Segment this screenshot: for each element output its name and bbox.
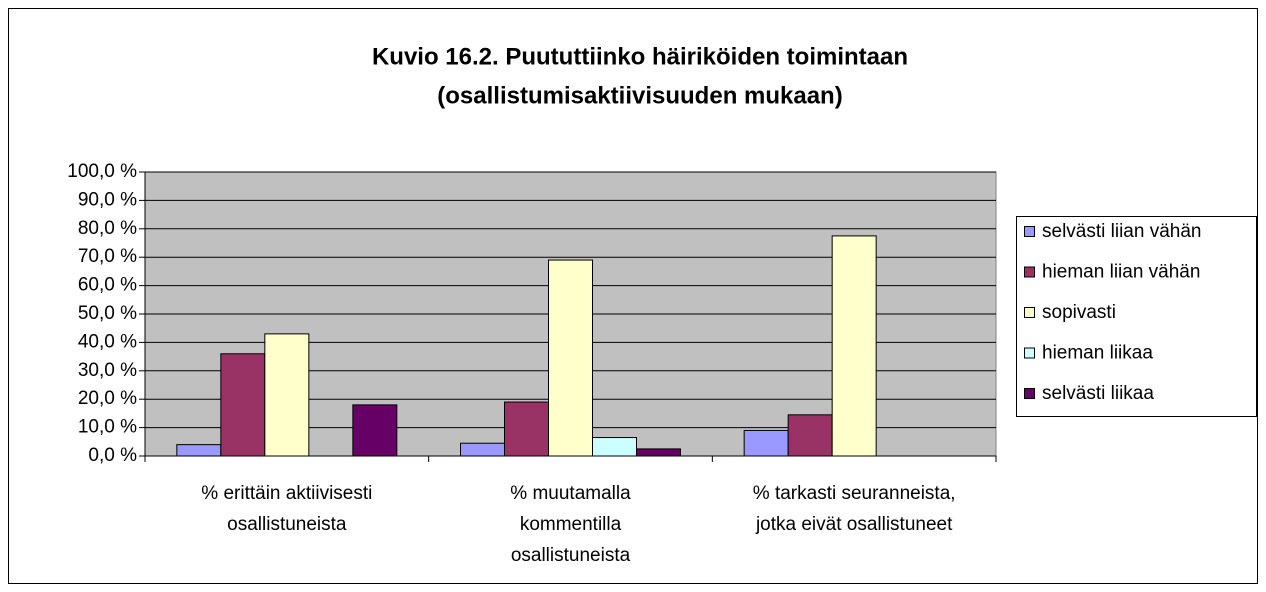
y-tick-label: 30,0 % (78, 360, 137, 381)
y-tick-label: 100,0 % (67, 161, 137, 182)
bar (636, 448, 681, 457)
bar (176, 444, 222, 457)
y-tick-label: 60,0 % (78, 275, 137, 296)
bar (220, 353, 266, 457)
legend-swatch (1024, 226, 1035, 237)
y-tick-label: 80,0 % (78, 218, 137, 239)
x-tick-label: osallistuneista (511, 545, 631, 566)
bar (787, 414, 833, 457)
legend-swatch (1024, 347, 1035, 359)
x-tick-label: osallistuneista (227, 514, 347, 535)
y-tick-label: 70,0 % (78, 246, 137, 267)
y-tick-label: 20,0 % (78, 388, 137, 409)
legend-label: hieman liian vähän (1042, 262, 1200, 283)
legend-swatch (1024, 307, 1035, 318)
x-tick-label: % tarkasti seuranneista, (753, 483, 956, 504)
bar (743, 429, 789, 457)
y-tick-label: 50,0 % (78, 303, 137, 324)
bar (460, 442, 505, 457)
x-tick-label: % muutamalla (510, 483, 631, 504)
x-tick-label: jotka eivät osallistuneet (755, 514, 953, 535)
bar (352, 404, 398, 457)
legend-swatch (1024, 266, 1035, 278)
x-tick-label: kommentilla (520, 514, 622, 535)
legend-label: selvästi liikaa (1042, 383, 1154, 404)
bar (592, 437, 637, 457)
bar (548, 259, 593, 457)
y-tick-label: 0,0 % (88, 445, 137, 466)
legend-label: selvästi liian vähän (1042, 221, 1201, 242)
chart-title: (osallistumisaktiivisuuden mukaan) (437, 82, 842, 109)
bar (264, 333, 310, 457)
legend-box (1016, 216, 1257, 417)
y-tick-label: 40,0 % (78, 331, 137, 352)
bar (504, 401, 549, 457)
legend-label: sopivasti (1042, 302, 1116, 323)
x-tick-label: % erittäin aktiivisesti (201, 483, 372, 504)
legend-swatch (1024, 388, 1035, 399)
y-tick-label: 10,0 % (78, 417, 137, 438)
bar (831, 235, 877, 457)
y-tick-label: 90,0 % (78, 189, 137, 210)
legend-label: hieman liikaa (1042, 343, 1153, 364)
chart-title: Kuvio 16.2. Puututtiinko häiriköiden toi… (372, 43, 908, 70)
